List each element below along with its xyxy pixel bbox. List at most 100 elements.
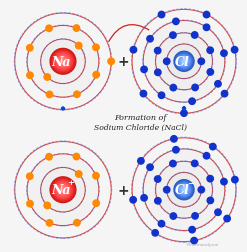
Circle shape <box>52 179 74 201</box>
Circle shape <box>60 187 66 193</box>
Circle shape <box>15 142 111 238</box>
Text: Sodium Chloride (NaCl): Sodium Chloride (NaCl) <box>94 123 187 131</box>
Circle shape <box>62 189 64 191</box>
Text: Na: Na <box>51 55 71 69</box>
Circle shape <box>57 184 69 196</box>
Circle shape <box>221 179 227 185</box>
Circle shape <box>154 48 161 55</box>
Circle shape <box>56 55 70 69</box>
Circle shape <box>183 61 185 63</box>
Circle shape <box>203 25 210 32</box>
Circle shape <box>158 12 165 19</box>
Circle shape <box>167 173 201 207</box>
Circle shape <box>147 36 153 43</box>
Circle shape <box>55 182 71 198</box>
Circle shape <box>60 59 66 65</box>
Circle shape <box>44 75 50 81</box>
Text: Cl: Cl <box>175 183 190 197</box>
Circle shape <box>141 195 147 201</box>
Circle shape <box>132 10 236 114</box>
Circle shape <box>180 58 188 66</box>
Circle shape <box>27 73 33 79</box>
Circle shape <box>175 53 193 71</box>
Circle shape <box>50 49 76 75</box>
Circle shape <box>191 33 198 39</box>
Circle shape <box>52 51 74 73</box>
Circle shape <box>15 14 111 110</box>
Circle shape <box>167 45 201 79</box>
Circle shape <box>177 55 191 69</box>
Circle shape <box>203 12 210 19</box>
Circle shape <box>44 202 50 209</box>
Circle shape <box>46 26 52 32</box>
Circle shape <box>59 186 66 194</box>
Circle shape <box>173 19 179 25</box>
Circle shape <box>207 70 214 76</box>
Circle shape <box>53 52 73 72</box>
Text: Cl: Cl <box>175 55 190 69</box>
Circle shape <box>27 45 33 52</box>
Circle shape <box>57 183 69 196</box>
Circle shape <box>175 180 193 199</box>
Circle shape <box>181 59 187 65</box>
Circle shape <box>41 40 85 84</box>
Circle shape <box>55 54 71 70</box>
Circle shape <box>58 185 68 195</box>
Circle shape <box>175 53 193 72</box>
Circle shape <box>59 58 67 66</box>
Circle shape <box>46 220 53 226</box>
Circle shape <box>180 186 188 194</box>
Circle shape <box>178 56 190 68</box>
Circle shape <box>183 189 185 191</box>
Circle shape <box>62 61 64 63</box>
Circle shape <box>179 57 189 67</box>
Circle shape <box>27 173 33 180</box>
Circle shape <box>138 158 144 165</box>
Circle shape <box>181 187 187 193</box>
Circle shape <box>152 230 158 236</box>
Circle shape <box>155 198 161 204</box>
Circle shape <box>221 51 227 57</box>
Circle shape <box>50 177 76 203</box>
Circle shape <box>54 181 72 199</box>
Circle shape <box>141 67 147 73</box>
Circle shape <box>181 187 187 193</box>
Circle shape <box>170 161 176 167</box>
Circle shape <box>58 57 68 67</box>
Circle shape <box>189 227 195 233</box>
Text: +: + <box>118 183 129 197</box>
Circle shape <box>156 34 212 90</box>
Circle shape <box>57 56 69 69</box>
Circle shape <box>132 10 236 114</box>
Circle shape <box>221 91 228 98</box>
Circle shape <box>192 85 198 91</box>
Circle shape <box>61 188 65 192</box>
Circle shape <box>27 26 99 98</box>
Circle shape <box>173 147 179 153</box>
Circle shape <box>73 154 80 160</box>
Circle shape <box>132 138 236 242</box>
Circle shape <box>192 213 198 219</box>
Circle shape <box>207 48 213 54</box>
Circle shape <box>184 190 185 191</box>
Circle shape <box>52 51 74 73</box>
Circle shape <box>164 187 170 193</box>
Circle shape <box>154 176 161 182</box>
Circle shape <box>207 197 214 204</box>
Circle shape <box>74 92 80 98</box>
Circle shape <box>54 53 72 71</box>
Circle shape <box>191 161 198 167</box>
Circle shape <box>130 47 137 54</box>
Circle shape <box>170 33 176 39</box>
Circle shape <box>224 215 230 222</box>
Circle shape <box>147 164 153 171</box>
Circle shape <box>158 220 165 227</box>
Circle shape <box>27 154 99 226</box>
Circle shape <box>182 60 186 64</box>
Circle shape <box>176 182 192 198</box>
Text: +: + <box>67 178 74 186</box>
Circle shape <box>62 188 64 191</box>
Circle shape <box>46 92 53 98</box>
Circle shape <box>56 183 70 197</box>
Circle shape <box>180 58 188 67</box>
